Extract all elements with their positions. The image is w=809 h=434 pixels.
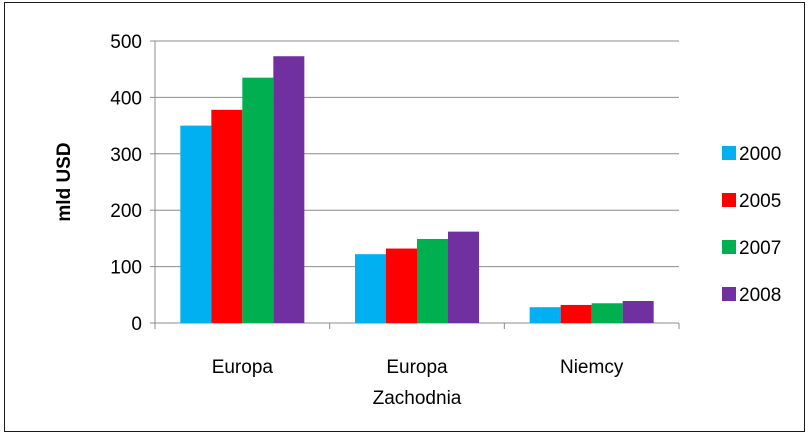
bar-2007 [591,303,623,323]
x-category-labels: Europa Europa Zachodnia Niemcy [212,357,624,409]
bar-chart: 0 100 200 300 400 500 Europa Europa Zachodnia Ni… [54,32,781,409]
bar-2000 [355,254,386,323]
bar-2005 [386,248,417,323]
legend-label-2007: 2007 [739,238,781,259]
y-tick-labels: 0 100 200 300 400 500 [110,32,142,335]
bar-2005 [560,304,592,323]
x-category-label-line: Zachodnia [373,388,462,409]
bar-2008 [622,301,654,323]
x-category-label: Europa [212,357,274,378]
legend-label-2005: 2005 [739,191,781,212]
x-category-label: Europa Zachodnia [373,357,462,409]
bar-2000 [180,125,212,323]
bar-2008 [273,56,305,324]
legend-swatch-2000 [722,146,736,160]
y-axis-title: mld USD [54,142,75,221]
x-category-label-line: Europa [386,357,448,378]
chart-area: 0 100 200 300 400 500 Europa Europa Zachodnia Ni… [4,2,805,432]
legend: 2000 2005 2007 2008 [722,144,781,306]
legend-label-2000: 2000 [739,144,781,165]
y-tick-label: 300 [110,145,142,166]
bars [180,56,654,324]
bar-2005 [211,109,243,323]
y-tick-label: 100 [110,258,142,279]
x-category-label-line: Europa [212,357,274,378]
bar-2008 [448,231,479,323]
legend-swatch-2005 [722,193,736,207]
bar-2000 [529,307,561,323]
y-tick-label: 500 [110,32,142,53]
y-tick-label: 0 [131,314,142,335]
y-tick-label: 400 [110,88,142,109]
bar-2007 [242,77,274,323]
legend-swatch-2007 [722,240,736,254]
y-tick-label: 200 [110,201,142,222]
x-category-label: Niemcy [560,357,624,378]
x-category-label-line: Niemcy [560,357,624,378]
bar-2007 [417,238,448,323]
legend-swatch-2008 [722,287,736,301]
legend-label-2008: 2008 [739,285,781,306]
